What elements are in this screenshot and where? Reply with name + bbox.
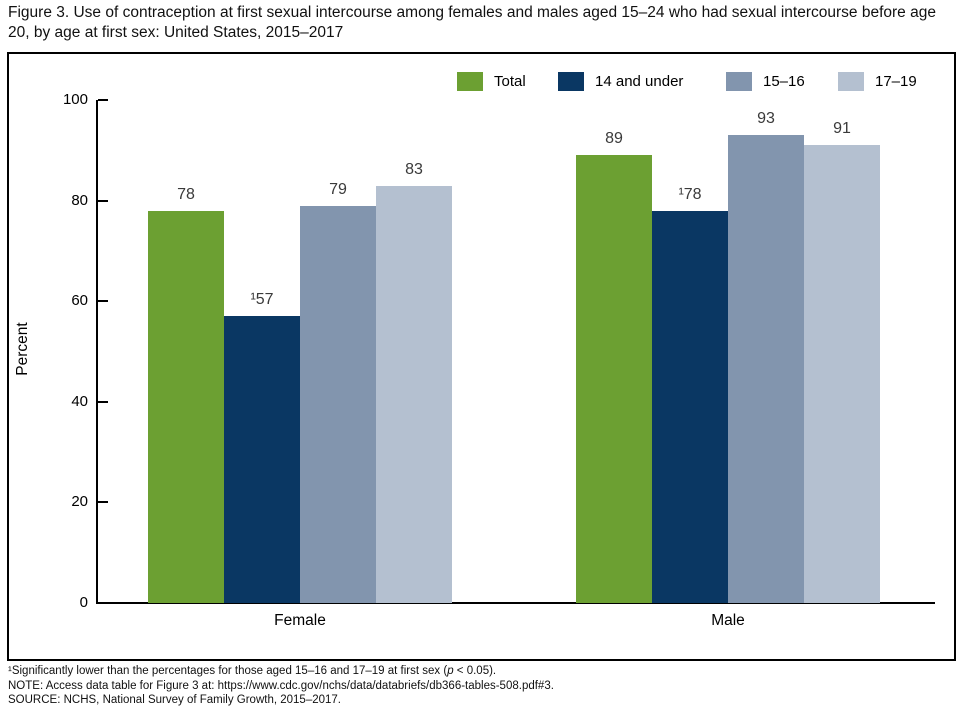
category-label-female: Female — [274, 612, 326, 629]
footnote-note: NOTE: Access data table for Figure 3 at:… — [8, 679, 554, 692]
y-tick-label-20: 20 — [71, 493, 88, 511]
legend-swatch-14-and-under — [558, 72, 584, 91]
footnote-significance-pvalue: p — [447, 665, 454, 677]
bar-male-14-and-under — [652, 211, 728, 603]
y-tick-80 — [98, 199, 108, 202]
y-axis-line — [96, 100, 98, 604]
bar-male-total — [576, 155, 652, 603]
y-tick-60 — [98, 300, 108, 303]
legend-swatch-17-19 — [838, 72, 864, 91]
bar-value-label-male-15-16: 93 — [757, 110, 775, 127]
y-tick-40 — [98, 400, 108, 403]
bar-value-label-male-total: 89 — [605, 130, 623, 147]
y-tick-label-0: 0 — [79, 594, 88, 611]
y-tick-label-100: 100 — [62, 91, 88, 108]
footnote-source: SOURCE: NCHS, National Survey of Family … — [8, 694, 341, 707]
bar-value-label-female-17-19: 83 — [405, 161, 423, 178]
y-tick-label-80: 80 — [71, 191, 88, 209]
bar-value-label-male-14-and-under: ¹78 — [678, 186, 702, 203]
legend-item-14-and-under: 14 and under — [558, 72, 683, 91]
legend-label-17-19: 17–19 — [875, 73, 917, 90]
bar-value-label-female-total: 78 — [177, 186, 195, 203]
legend-label-14-and-under: 14 and under — [595, 73, 684, 90]
figure-title: Figure 3. Use of contraception at first … — [8, 4, 936, 41]
bar-female-17-19 — [376, 186, 452, 603]
y-tick-label-60: 60 — [71, 292, 88, 310]
x-axis-line — [96, 602, 935, 604]
legend-item-total: Total — [457, 72, 526, 91]
y-tick-20 — [98, 501, 108, 504]
legend-item-15-16: 15–16 — [726, 72, 805, 91]
bar-female-14-and-under — [224, 316, 300, 603]
footnote-significance-text: ¹Significantly lower than the percentage… — [8, 665, 448, 677]
y-axis-title: Percent — [14, 322, 31, 376]
legend-label-15-16: 15–16 — [763, 73, 805, 90]
bar-value-label-female-15-16: 79 — [329, 181, 347, 198]
bar-male-15-16 — [728, 135, 804, 603]
y-tick-label-40: 40 — [71, 392, 88, 410]
footnote-significance-text-end: < 0.05). — [453, 665, 497, 677]
bar-value-label-male-17-19: 91 — [833, 120, 851, 137]
legend-item-17-19: 17–19 — [838, 72, 917, 91]
bar-female-15-16 — [300, 206, 376, 603]
legend-swatch-15-16 — [726, 72, 752, 91]
legend-swatch-total — [457, 72, 483, 91]
bar-female-total — [148, 211, 224, 603]
bar-male-17-19 — [804, 145, 880, 603]
chart-frame: Total 14 and under 15–16 17–19 Percent 0 20 4… — [7, 52, 956, 661]
legend-label-total: Total — [494, 73, 526, 90]
footnote-significance: ¹Significantly lower than the percentage… — [8, 664, 954, 679]
y-tick-100 — [98, 99, 108, 101]
bar-value-label-female-14-and-under: ¹57 — [250, 291, 274, 308]
category-label-male: Male — [711, 612, 745, 629]
footnotes: ¹Significantly lower than the percentage… — [8, 664, 954, 708]
